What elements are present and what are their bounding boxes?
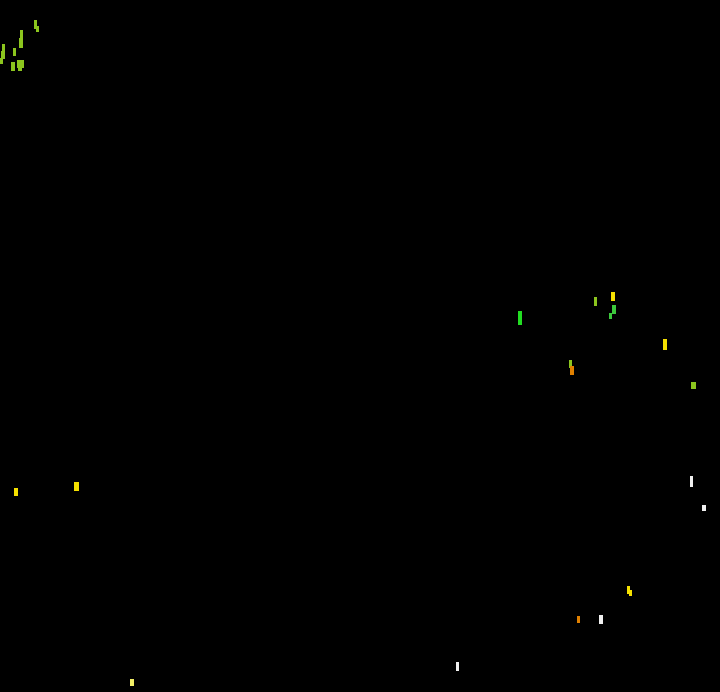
glyph-fragment (20, 30, 23, 40)
glyph-fragment (456, 662, 459, 671)
glyph-fragment (17, 60, 24, 68)
glyph-fragment (690, 476, 693, 487)
glyph-fragment (627, 586, 630, 594)
glyph-fragment (612, 305, 616, 314)
glyph-fragment (36, 26, 39, 32)
glyph-fragment (19, 38, 23, 48)
glyph-fragment (14, 488, 18, 496)
glyph-fragment (0, 58, 3, 64)
glyph-fragment (570, 366, 574, 375)
glyph-fragment (611, 292, 615, 301)
glyph-fragment (130, 679, 134, 686)
glyph-fragment (691, 382, 696, 389)
glyph-fragment (18, 66, 22, 71)
glyph-fragment (518, 311, 522, 325)
glyph-fragment (629, 590, 632, 596)
glyph-fragment (663, 339, 667, 350)
glyph-fragment (594, 297, 597, 306)
glyph-fragment (11, 62, 15, 71)
glyph-fragment (577, 616, 580, 623)
glyph-fragment (569, 360, 572, 368)
glyph-fragment (34, 20, 37, 29)
glyph-fragment (609, 313, 612, 319)
glyph-fragment (74, 482, 79, 491)
glyph-fragment (1, 51, 5, 59)
glyph-fragment (599, 615, 603, 624)
glyph-fragment (702, 505, 706, 511)
glyph-fragment (13, 48, 16, 56)
glyph-fragment (2, 44, 5, 53)
